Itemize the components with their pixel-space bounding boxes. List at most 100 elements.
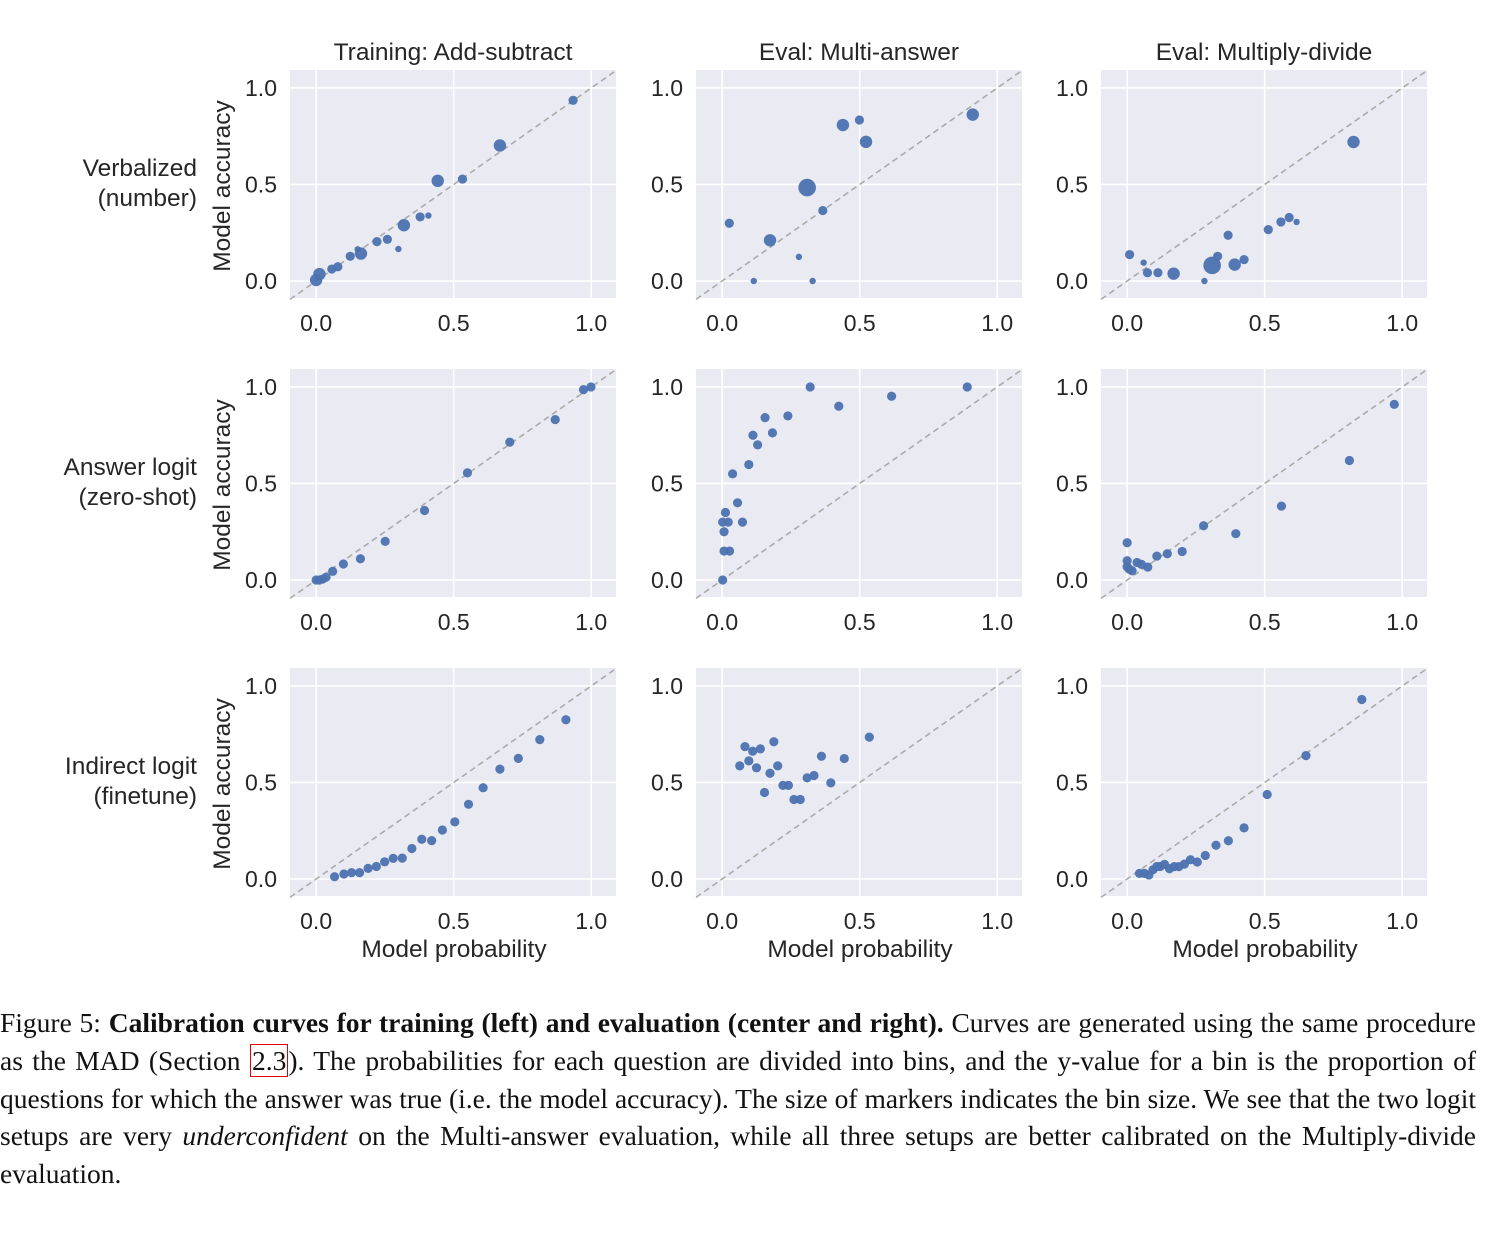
data-point xyxy=(966,108,979,121)
data-point xyxy=(1201,277,1208,285)
x-tick-label: 1.0 xyxy=(1386,310,1418,336)
x-tick-label: 0.0 xyxy=(706,310,738,336)
x-tick-label: 0.5 xyxy=(844,908,876,934)
data-point xyxy=(382,234,392,244)
x-axis-label: Model probability xyxy=(1172,936,1358,963)
y-tick-label: 1.0 xyxy=(651,75,683,101)
data-point xyxy=(1347,135,1360,149)
x-tick-label: 0.0 xyxy=(1111,609,1143,635)
x-tick-label: 1.0 xyxy=(575,908,607,934)
data-point xyxy=(744,459,754,470)
data-point xyxy=(1239,254,1249,265)
data-point xyxy=(388,853,398,863)
column-title: Eval: Multi-answer xyxy=(759,39,959,66)
data-point xyxy=(826,778,836,788)
caption-text-3: on the Multi-answer evaluation, while al… xyxy=(0,1120,1477,1190)
data-point xyxy=(495,764,505,774)
y-tick-label: 0.0 xyxy=(1056,567,1088,593)
row-label: Indirect logit xyxy=(65,753,197,780)
data-point xyxy=(1211,840,1221,850)
caption-label: Figure 5: xyxy=(0,1007,101,1038)
data-point xyxy=(321,572,331,582)
data-point xyxy=(407,843,417,854)
x-tick-label: 1.0 xyxy=(1386,908,1418,934)
y-tick-label: 1.0 xyxy=(245,374,277,400)
row-label: (number) xyxy=(98,185,197,212)
data-point xyxy=(720,507,731,518)
x-tick-label: 0.5 xyxy=(1249,310,1281,336)
data-point xyxy=(462,468,473,478)
row-label: (zero-shot) xyxy=(79,484,197,511)
y-tick-label: 0.5 xyxy=(245,769,277,795)
data-point xyxy=(724,218,734,228)
data-point xyxy=(1231,529,1241,539)
data-point xyxy=(355,554,366,564)
data-point xyxy=(1192,857,1202,867)
data-point xyxy=(839,753,849,764)
y-tick-label: 0.0 xyxy=(651,268,683,294)
y-tick-label: 0.5 xyxy=(1056,470,1088,496)
data-point xyxy=(339,869,349,879)
data-point xyxy=(769,737,779,747)
reference-diagonal-line xyxy=(695,368,1023,600)
data-point xyxy=(380,857,390,867)
data-point xyxy=(795,794,805,805)
x-tick-label: 1.0 xyxy=(981,310,1013,336)
data-point xyxy=(744,756,754,766)
data-point xyxy=(864,732,874,742)
x-tick-label: 0.0 xyxy=(706,609,738,635)
x-tick-label: 1.0 xyxy=(1386,609,1418,635)
reference-diagonal-line xyxy=(1100,667,1428,899)
data-point xyxy=(463,799,474,809)
x-tick-label: 0.5 xyxy=(1249,908,1281,934)
data-point xyxy=(1203,256,1221,275)
y-tick-label: 0.0 xyxy=(245,268,277,294)
data-point xyxy=(1142,268,1153,278)
data-point xyxy=(395,245,402,253)
data-point xyxy=(1223,230,1233,240)
data-point xyxy=(397,219,411,232)
data-point xyxy=(313,267,326,281)
data-point xyxy=(437,825,448,835)
panel-r1-c1: 0.0 0.5 1.0 0.0 0.5 1.0 xyxy=(651,368,1023,635)
section-reference-link[interactable]: 2.3 xyxy=(249,1043,289,1077)
y-axis-label: Model accuracy xyxy=(209,398,236,570)
data-point xyxy=(329,872,340,882)
data-point xyxy=(419,505,430,516)
panel-r2-c2: 0.0 0.5 1.0 0.0 0.5 1.0 Model probability xyxy=(1056,667,1428,963)
data-point xyxy=(1143,562,1153,572)
data-point xyxy=(887,391,897,401)
data-point xyxy=(568,95,578,105)
data-point xyxy=(561,715,571,725)
data-point xyxy=(457,174,468,184)
x-tick-label: 0.5 xyxy=(1249,609,1281,635)
data-point xyxy=(805,382,815,392)
figure-caption: Figure 5: Calibration curves for trainin… xyxy=(0,1004,1476,1193)
data-point xyxy=(773,761,783,771)
data-point xyxy=(450,817,460,827)
data-point xyxy=(1263,225,1273,235)
reference-diagonal-line xyxy=(1100,69,1428,301)
data-point xyxy=(751,763,762,773)
y-tick-label: 0.5 xyxy=(245,470,277,496)
data-point xyxy=(1125,249,1135,260)
data-point xyxy=(748,430,758,440)
data-point xyxy=(718,575,728,585)
data-point xyxy=(425,212,432,219)
x-tick-label: 1.0 xyxy=(981,908,1013,934)
y-tick-label: 0.0 xyxy=(651,866,683,892)
data-point xyxy=(735,761,745,771)
data-point xyxy=(854,115,865,125)
panel-r0-c1: 0.0 0.5 1.0 0.0 0.5 1.0 Eval: Multi-answer xyxy=(651,39,1023,336)
reference-diagonal-line xyxy=(289,69,617,301)
data-point xyxy=(1262,789,1272,800)
data-point xyxy=(809,770,819,781)
x-tick-label: 0.0 xyxy=(300,310,332,336)
data-point xyxy=(1122,538,1132,548)
x-tick-label: 0.5 xyxy=(844,609,876,635)
y-tick-label: 0.0 xyxy=(1056,866,1088,892)
data-point xyxy=(834,401,844,411)
data-point xyxy=(763,234,777,247)
data-point xyxy=(1228,258,1241,271)
data-point xyxy=(816,751,827,761)
